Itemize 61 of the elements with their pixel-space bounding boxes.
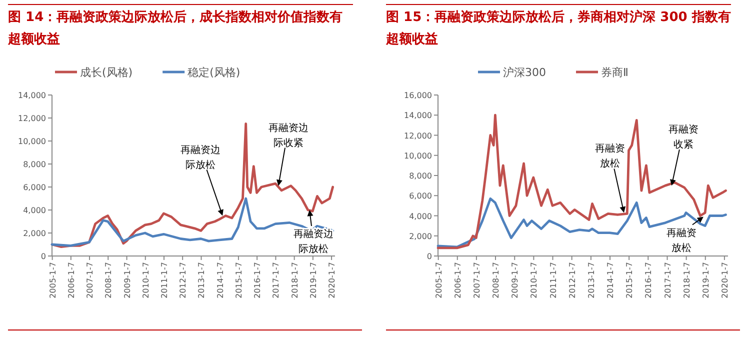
x-tick-label: 2011-1-7 — [160, 262, 169, 298]
x-tick-label: 2010-1-7 — [530, 262, 539, 298]
legend-label: 沪深300 — [503, 66, 546, 79]
y-tick-label: 10,000 — [18, 137, 46, 146]
y-tick-label: 0 — [426, 252, 432, 261]
y-tick-label: 6,000 — [409, 192, 432, 201]
x-tick-label: 2016-1-7 — [253, 262, 262, 298]
x-tick-label: 2008-1-7 — [104, 262, 114, 298]
x-tick-label: 2013-1-7 — [586, 262, 596, 298]
x-tick-label: 2009-1-7 — [510, 262, 520, 298]
y-tick-label: 12,000 — [404, 131, 432, 140]
chart-title: 图 14：再融资政策边际放松后，成长指数相对价值指数有超额收益 — [8, 4, 353, 51]
y-tick-label: 14,000 — [404, 111, 432, 120]
y-tick-label: 8,000 — [23, 160, 46, 169]
y-tick-label: 12,000 — [18, 114, 46, 123]
y-tick-label: 0 — [40, 252, 46, 261]
x-tick-label: 2010-1-7 — [141, 262, 150, 298]
x-tick-label: 2017-1-7 — [663, 262, 672, 298]
x-tick-label: 2018-1-7 — [290, 262, 300, 298]
y-tick-label: 10,000 — [404, 151, 432, 160]
y-tick-label: 4,000 — [409, 212, 432, 221]
x-tick-label: 2020-1-7 — [720, 262, 730, 298]
y-tick-label: 2,000 — [23, 229, 46, 238]
x-tick-label: 2012-1-7 — [178, 262, 188, 298]
annotation: 再融资边际收紧 — [268, 122, 308, 149]
y-tick-label: 8,000 — [409, 172, 432, 180]
x-tick-label: 2016-1-7 — [644, 262, 654, 298]
x-tick-label: 2012-1-7 — [568, 262, 577, 298]
x-tick-label: 2008-1-7 — [492, 262, 501, 298]
annotation: 再融资放松 — [594, 142, 625, 170]
y-tick-label: 6,000 — [23, 183, 46, 192]
x-tick-label: 2015-1-7 — [625, 262, 634, 298]
y-tick-label: 14,000 — [18, 91, 46, 100]
x-tick-label: 2019-1-7 — [308, 262, 318, 298]
annotation: 再融资边际放松 — [180, 144, 221, 171]
x-tick-label: 2006-1-7 — [453, 262, 462, 298]
x-tick-label: 2005-1-7 — [434, 262, 444, 298]
x-tick-label: 2007-1-7 — [86, 262, 95, 298]
annotation: 再融资放松 — [666, 226, 696, 254]
x-tick-label: 2019-1-7 — [701, 262, 710, 298]
x-tick-label: 2011-1-7 — [548, 262, 558, 298]
x-tick-label: 2009-1-7 — [122, 262, 132, 298]
legend-label: 券商Ⅱ — [601, 66, 628, 79]
y-tick-label: 16,000 — [404, 91, 432, 100]
x-tick-label: 2015-1-7 — [234, 262, 244, 298]
x-tick-label: 2013-1-7 — [197, 262, 206, 298]
x-tick-label: 2018-1-7 — [682, 262, 692, 298]
x-tick-label: 2014-1-7 — [606, 262, 616, 298]
x-tick-label: 2006-1-7 — [66, 262, 76, 298]
x-tick-label: 2020-1-7 — [328, 262, 337, 298]
legend-label: 稳定(风格) — [188, 66, 240, 79]
annotation: 再融资边际放松 — [294, 228, 334, 255]
x-tick-label: 2005-1-7 — [48, 262, 58, 298]
x-tick-label: 2017-1-7 — [272, 262, 281, 298]
y-tick-label: 4,000 — [23, 206, 46, 215]
annotation: 再融资收紧 — [668, 124, 699, 151]
chart-title: 图 15：再融资政策边际放松后，券商相对沪深 300 指数有超额收益 — [386, 4, 731, 51]
x-tick-label: 2007-1-7 — [472, 262, 482, 298]
x-tick-label: 2014-1-7 — [216, 262, 225, 298]
y-tick-label: 2,000 — [409, 232, 432, 241]
legend-label: 成长(风格) — [80, 66, 133, 79]
